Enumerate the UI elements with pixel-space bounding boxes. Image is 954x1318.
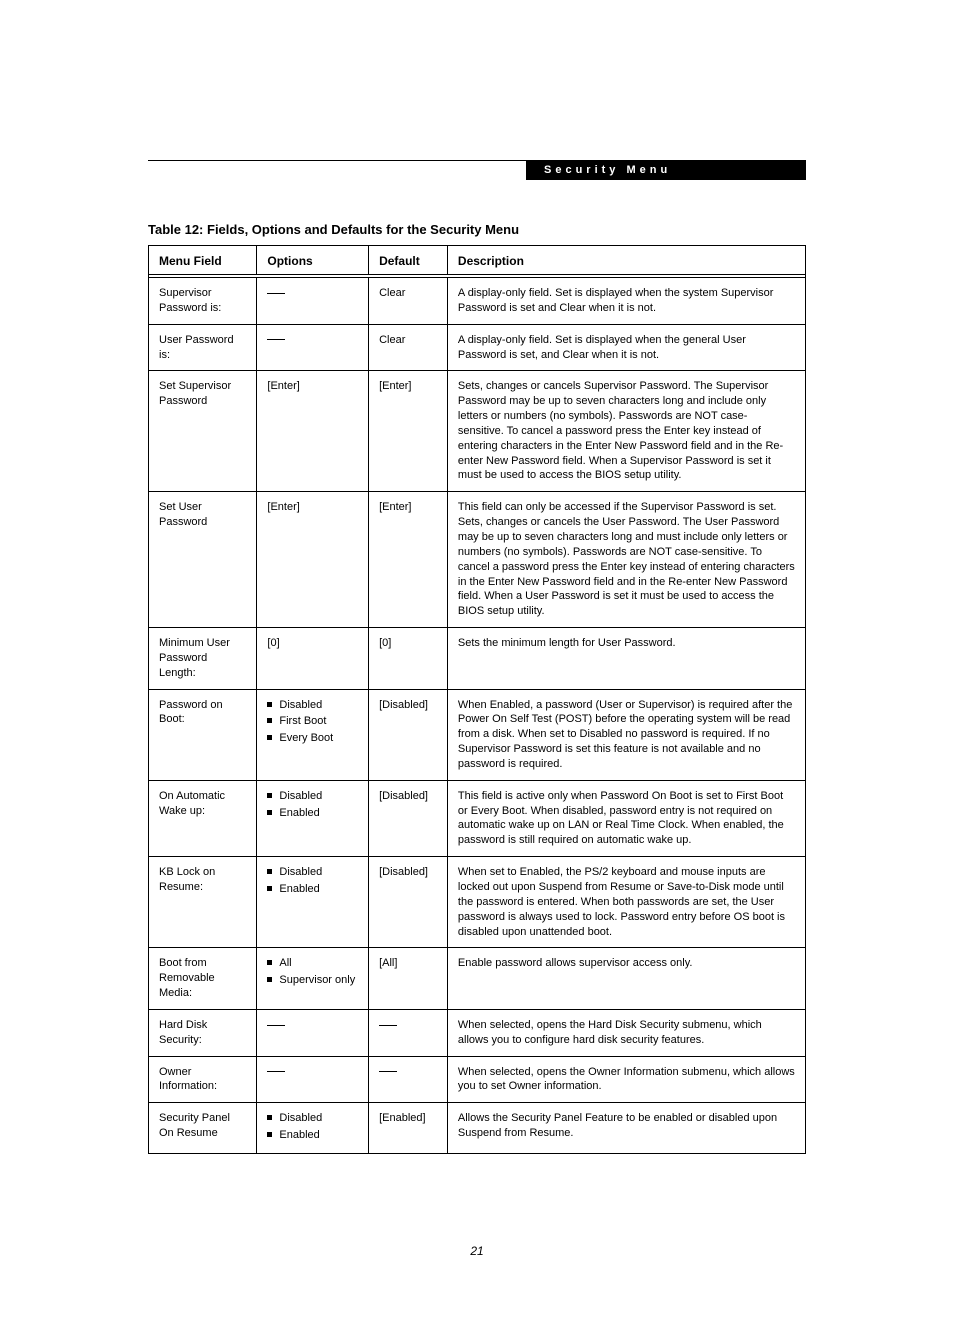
cell-default: Clear	[369, 278, 448, 325]
cell-menu-field: On Automatic Wake up:	[149, 780, 257, 856]
option-item: Every Boot	[267, 731, 358, 746]
cell-description: When set to Enabled, the PS/2 keyboard a…	[447, 857, 805, 948]
cell-options: Disabled Enabled	[257, 1103, 369, 1154]
option-item: Enabled	[267, 1128, 358, 1143]
cell-options	[257, 1009, 369, 1056]
cell-default: [Disabled]	[369, 857, 448, 948]
cell-default: [Enter]	[369, 492, 448, 628]
options-list: Disabled Enabled	[267, 1111, 358, 1143]
option-item: First Boot	[267, 714, 358, 729]
cell-description: Sets, changes or cancels Supervisor Pass…	[447, 371, 805, 492]
table-caption: Table 12: Fields, Options and Defaults f…	[148, 222, 806, 237]
section-header-bar: Security Menu	[148, 160, 806, 180]
option-item: Disabled	[267, 789, 358, 804]
cell-default: [Enter]	[369, 371, 448, 492]
cell-menu-field: User Password is:	[149, 324, 257, 371]
cell-options: [Enter]	[257, 371, 369, 492]
options-list: Disabled Enabled	[267, 865, 358, 897]
cell-default: [Disabled]	[369, 780, 448, 856]
cell-default	[369, 1009, 448, 1056]
table-row: Hard Disk Security: When selected, opens …	[149, 1009, 806, 1056]
options-list: DisabledFirst Boot Every Boot	[267, 698, 358, 747]
cell-menu-field: Set Supervisor Password	[149, 371, 257, 492]
cell-default: [Enabled]	[369, 1103, 448, 1154]
cell-options: DisabledFirst Boot Every Boot	[257, 689, 369, 780]
cell-description: Sets the minimum length for User Passwor…	[447, 628, 805, 690]
cell-description: When selected, opens the Owner Informati…	[447, 1056, 805, 1103]
cell-options	[257, 278, 369, 325]
cell-menu-field: Supervisor Password is:	[149, 278, 257, 325]
cell-description: When selected, opens the Hard Disk Secur…	[447, 1009, 805, 1056]
cell-options	[257, 1056, 369, 1103]
cell-options: [0]	[257, 628, 369, 690]
cell-options: All Supervisor only	[257, 948, 369, 1010]
table-row: User Password is: ClearA display-only fie…	[149, 324, 806, 371]
table-row: KB Lock on Resume: Disabled Enabled [Disabl…	[149, 857, 806, 948]
table-row: Password on Boot: DisabledFirst Boot Every…	[149, 689, 806, 780]
cell-options: Disabled Enabled	[257, 857, 369, 948]
dash-icon	[267, 293, 285, 294]
table-row: Security Panel On Resume Disabled Enabled […	[149, 1103, 806, 1154]
dash-icon	[267, 339, 285, 340]
option-item: Disabled	[267, 1111, 358, 1126]
table-row: Set Supervisor Password[Enter][Enter]Set…	[149, 371, 806, 492]
option-item: Disabled	[267, 865, 358, 880]
cell-description: This field is active only when Password …	[447, 780, 805, 856]
col-header-description: Description	[447, 246, 805, 275]
option-item: Disabled	[267, 698, 358, 713]
option-item: Enabled	[267, 882, 358, 897]
cell-menu-field: Boot from Removable Media:	[149, 948, 257, 1010]
page-number: 21	[148, 1244, 806, 1258]
cell-menu-field: Set User Password	[149, 492, 257, 628]
cell-default	[369, 1056, 448, 1103]
cell-description: Allows the Security Panel Feature to be …	[447, 1103, 805, 1154]
col-header-default: Default	[369, 246, 448, 275]
dash-icon	[267, 1071, 285, 1072]
table-row: Owner Information: When selected, opens t…	[149, 1056, 806, 1103]
option-item: Enabled	[267, 806, 358, 821]
cell-menu-field: KB Lock on Resume:	[149, 857, 257, 948]
table-row: Supervisor Password is: ClearA display-on…	[149, 278, 806, 325]
option-item: Supervisor only	[267, 973, 358, 988]
table-row: Boot from Removable Media: All Supervisor …	[149, 948, 806, 1010]
cell-description: This field can only be accessed if the S…	[447, 492, 805, 628]
cell-default: [0]	[369, 628, 448, 690]
cell-options: Disabled Enabled	[257, 780, 369, 856]
cell-menu-field: Password on Boot:	[149, 689, 257, 780]
options-list: All Supervisor only	[267, 956, 358, 988]
cell-menu-field: Hard Disk Security:	[149, 1009, 257, 1056]
cell-options	[257, 324, 369, 371]
dash-icon	[267, 1025, 285, 1026]
col-header-options: Options	[257, 246, 369, 275]
cell-options: [Enter]	[257, 492, 369, 628]
cell-menu-field: Owner Information:	[149, 1056, 257, 1103]
table-body: Supervisor Password is: ClearA display-on…	[149, 275, 806, 1154]
cell-default: [Disabled]	[369, 689, 448, 780]
cell-description: When Enabled, a password (User or Superv…	[447, 689, 805, 780]
security-menu-table: Menu Field Options Default Description S…	[148, 245, 806, 1154]
option-item: All	[267, 956, 358, 971]
col-header-menu-field: Menu Field	[149, 246, 257, 275]
document-page: Security Menu Table 12: Fields, Options …	[0, 0, 954, 1318]
cell-menu-field: Security Panel On Resume	[149, 1103, 257, 1154]
table-row: Set User Password[Enter][Enter]This fiel…	[149, 492, 806, 628]
cell-default: [All]	[369, 948, 448, 1010]
table-row: Minimum User Password Length:[0][0]Sets …	[149, 628, 806, 690]
cell-description: A display-only field. Set is displayed w…	[447, 278, 805, 325]
cell-description: A display-only field. Set is displayed w…	[447, 324, 805, 371]
cell-description: Enable password allows supervisor access…	[447, 948, 805, 1010]
table-header: Menu Field Options Default Description	[149, 246, 806, 275]
dash-icon	[379, 1071, 397, 1072]
section-header-label: Security Menu	[526, 160, 806, 180]
options-list: Disabled Enabled	[267, 789, 358, 821]
dash-icon	[379, 1025, 397, 1026]
table-row: On Automatic Wake up: Disabled Enabled [Dis…	[149, 780, 806, 856]
cell-default: Clear	[369, 324, 448, 371]
cell-menu-field: Minimum User Password Length:	[149, 628, 257, 690]
